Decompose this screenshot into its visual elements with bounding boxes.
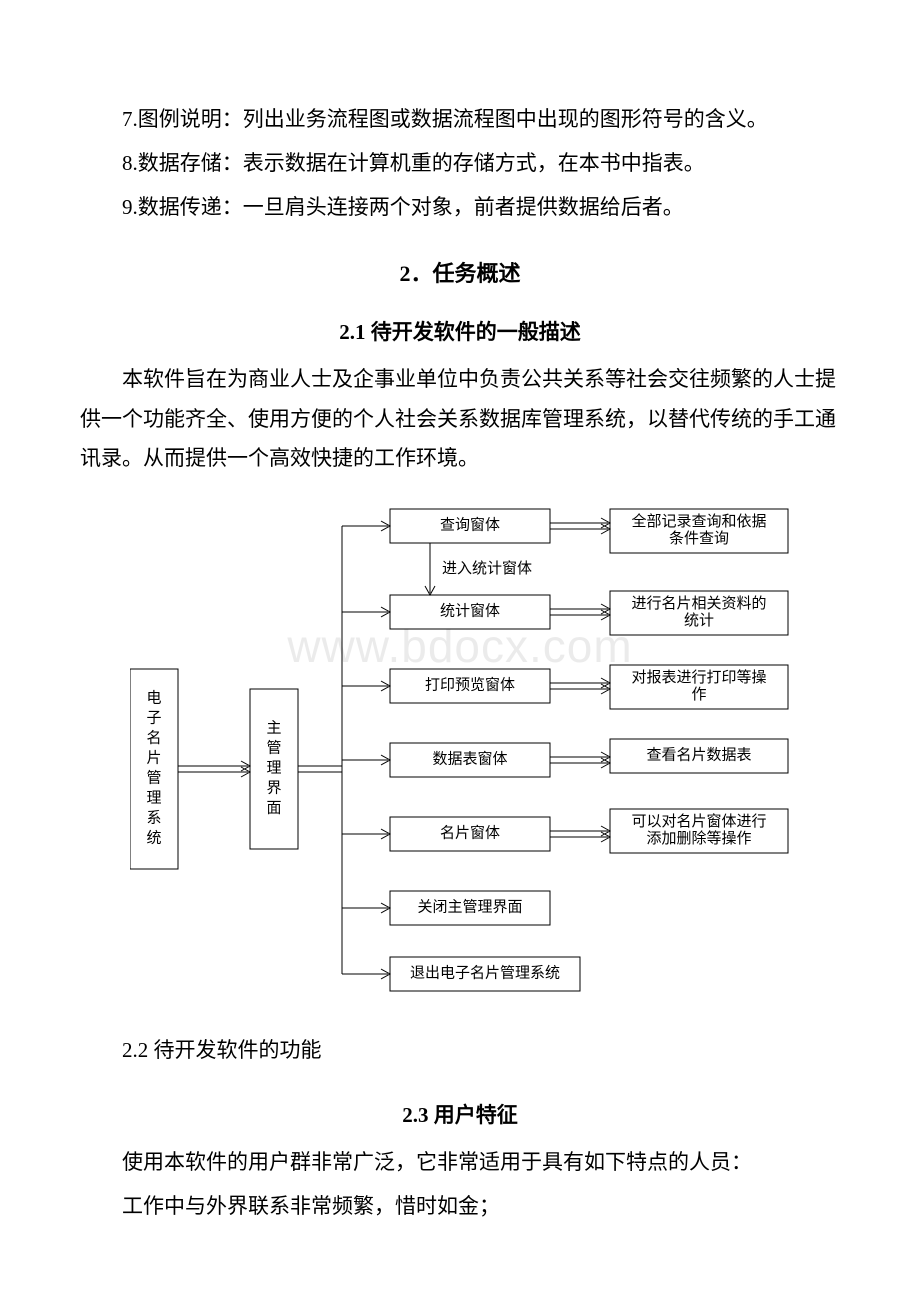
flowchart-container: www.bdocx.com 电子名片管理系统主管理界面查询窗体统计窗体打印预览窗… xyxy=(130,499,790,1019)
heading-sec2: 2．任务概述 xyxy=(80,256,840,288)
para-desc23-2: 工作中与外界联系非常频繁，惜时如金； xyxy=(80,1187,840,1227)
svg-text:系: 系 xyxy=(146,810,161,827)
para-7: 7.图例说明：列出业务流程图或数据流程图中出现的图形符号的含义。 xyxy=(80,100,840,140)
svg-text:主: 主 xyxy=(266,720,281,737)
heading-sec23: 2.3 用户特征 xyxy=(80,1099,840,1129)
svg-text:名: 名 xyxy=(146,730,161,747)
para-8: 8.数据存储：表示数据在计算机重的存储方式，在本书中指表。 xyxy=(80,144,840,184)
svg-text:作: 作 xyxy=(691,686,706,703)
para-desc21: 本软件旨在为商业人士及企事业单位中负责公共关系等社会交往频繁的人士提供一个功能齐… xyxy=(80,360,840,480)
svg-text:关闭主管理界面: 关闭主管理界面 xyxy=(417,899,522,916)
svg-text:查看名片数据表: 查看名片数据表 xyxy=(646,747,751,764)
svg-text:全部记录查询和依据: 全部记录查询和依据 xyxy=(631,512,766,530)
para-desc23-1: 使用本软件的用户群非常广泛，它非常适用于具有如下特点的人员： xyxy=(80,1143,840,1183)
para-9: 9.数据传递：一旦肩头连接两个对象，前者提供数据给后者。 xyxy=(80,188,840,228)
svg-text:条件查询: 条件查询 xyxy=(669,530,729,547)
svg-text:查询窗体: 查询窗体 xyxy=(440,516,500,534)
svg-text:管: 管 xyxy=(266,740,281,757)
svg-text:统计: 统计 xyxy=(684,612,714,629)
svg-text:管: 管 xyxy=(146,770,161,787)
svg-text:界: 界 xyxy=(266,781,281,797)
svg-text:名片窗体: 名片窗体 xyxy=(440,824,500,842)
svg-text:理: 理 xyxy=(146,791,161,807)
svg-text:统计窗体: 统计窗体 xyxy=(440,602,500,620)
svg-text:添加删除等操作: 添加删除等操作 xyxy=(646,829,751,847)
heading-sec22: 2.2 待开发软件的功能 xyxy=(80,1031,840,1071)
svg-text:电: 电 xyxy=(146,690,161,707)
svg-text:面: 面 xyxy=(266,801,281,817)
svg-text:进入统计窗体: 进入统计窗体 xyxy=(442,559,532,577)
svg-text:退出电子名片管理系统: 退出电子名片管理系统 xyxy=(410,965,560,982)
flowchart-svg: 电子名片管理系统主管理界面查询窗体统计窗体打印预览窗体数据表窗体名片窗体关闭主管… xyxy=(130,499,790,1019)
svg-text:理: 理 xyxy=(266,761,281,777)
svg-text:片: 片 xyxy=(146,750,161,767)
svg-text:可以对名片窗体进行: 可以对名片窗体进行 xyxy=(631,812,766,830)
heading-sec21: 2.1 待开发软件的一般描述 xyxy=(80,316,840,346)
svg-text:打印预览窗体: 打印预览窗体 xyxy=(425,676,515,694)
svg-text:进行名片相关资料的: 进行名片相关资料的 xyxy=(631,595,766,612)
svg-text:数据表窗体: 数据表窗体 xyxy=(432,750,507,768)
svg-text:子: 子 xyxy=(146,710,161,727)
svg-text:统: 统 xyxy=(146,830,161,847)
svg-text:对报表进行打印等操: 对报表进行打印等操 xyxy=(631,668,766,686)
